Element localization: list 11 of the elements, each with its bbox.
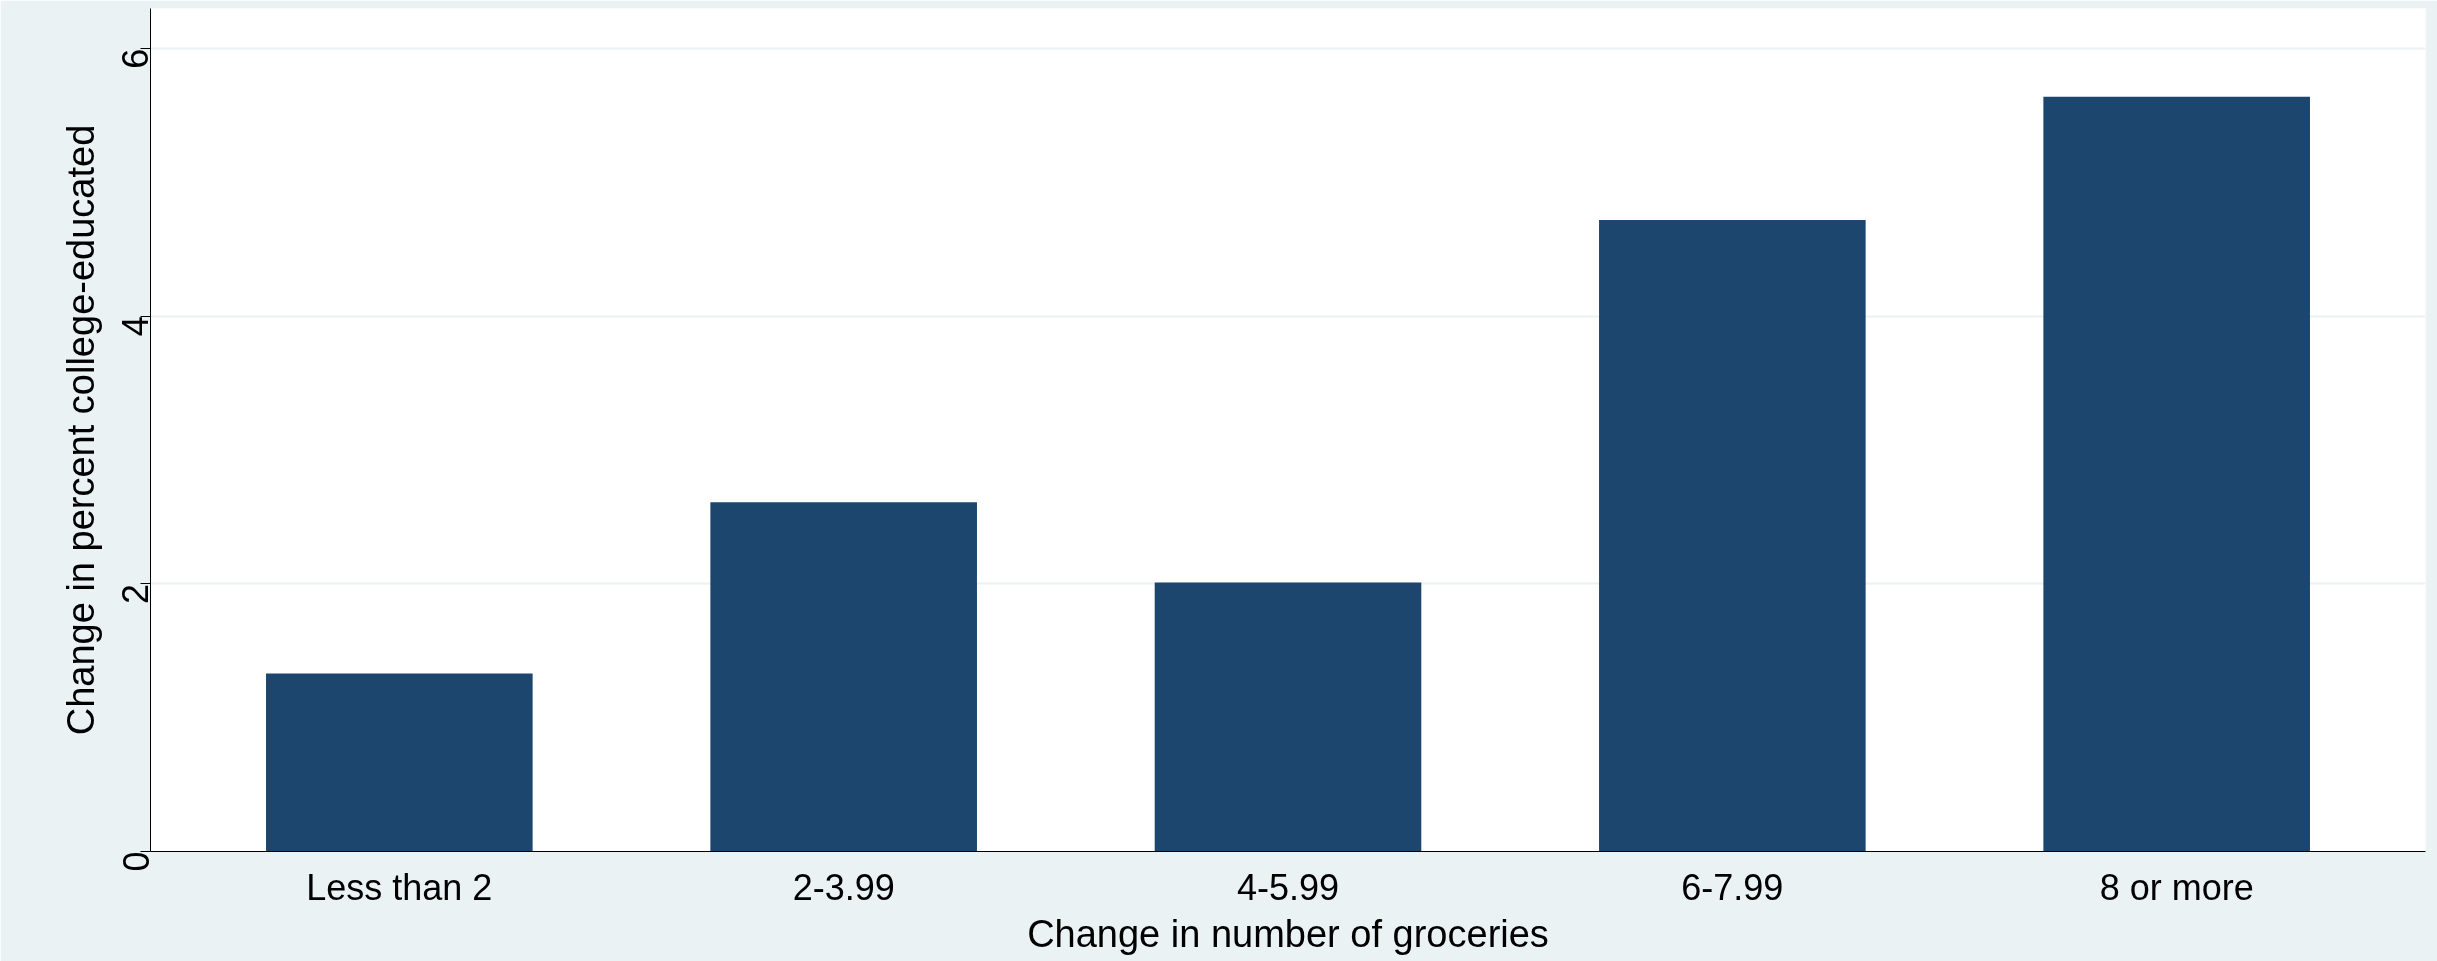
x-tick-label: 6-7.99 — [1681, 866, 1784, 908]
x-tick-label: 4-5.99 — [1236, 866, 1340, 908]
x-tick-label: Less than 2 — [306, 866, 493, 908]
y-tick-label: 0 — [115, 851, 157, 872]
y-tick-label: 4 — [115, 316, 157, 337]
y-tick-label: 6 — [115, 48, 157, 69]
x-tick-label: 8 or more — [2099, 866, 2254, 908]
y-axis-title: Change in percent college-educated — [59, 124, 102, 736]
y-tick-label: 2 — [115, 583, 157, 604]
x-tick-label: 2-3.99 — [792, 866, 895, 908]
x-axis-title: Change in number of groceries — [1027, 912, 1549, 955]
